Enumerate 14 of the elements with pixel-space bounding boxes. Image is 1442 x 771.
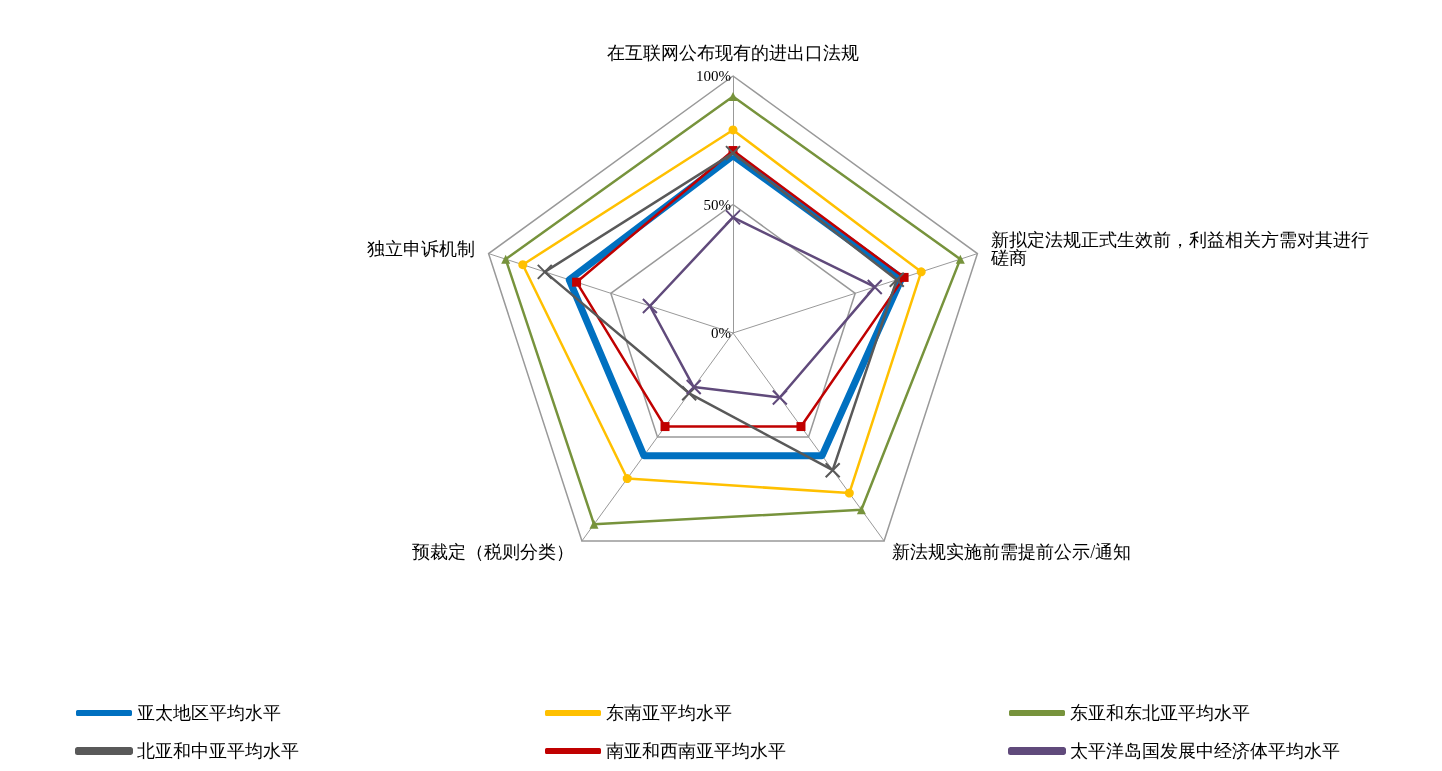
y-tick-label: 100% <box>696 68 731 84</box>
legend-label: 东亚和东北亚平均水平 <box>1070 703 1250 723</box>
spoke-label: 在互联网公布现有的进出口法规 <box>607 43 859 63</box>
spoke-label: 预裁定（税则分类） <box>411 542 574 563</box>
legend-label: 亚太地区平均水平 <box>137 703 281 723</box>
spoke-label: 独立申诉机制 <box>367 239 476 260</box>
spoke-label: 新拟定法规正式生效前，利益相关方需对其进行磋商 <box>989 230 1369 269</box>
y-tick-label: 50% <box>703 196 731 213</box>
spoke-label: 新法规实施前需提前公示/通知 <box>892 542 1132 563</box>
legend-label: 太平洋岛国发展中经济体平均水平 <box>1070 741 1340 761</box>
legend-label: 南亚和西南亚平均水平 <box>606 741 786 761</box>
legend-label: 北亚和中亚平均水平 <box>137 741 299 761</box>
legend-label: 东南亚平均水平 <box>606 703 732 723</box>
y-tick-label: 0% <box>711 325 731 341</box>
